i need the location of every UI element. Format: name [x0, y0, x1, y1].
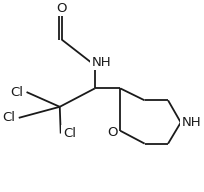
Text: O: O [57, 2, 67, 15]
Text: Cl: Cl [2, 111, 16, 124]
Text: NH: NH [182, 116, 201, 129]
Text: Cl: Cl [63, 127, 76, 140]
Text: O: O [107, 126, 118, 139]
Text: Cl: Cl [10, 86, 23, 98]
Text: NH: NH [92, 55, 112, 69]
